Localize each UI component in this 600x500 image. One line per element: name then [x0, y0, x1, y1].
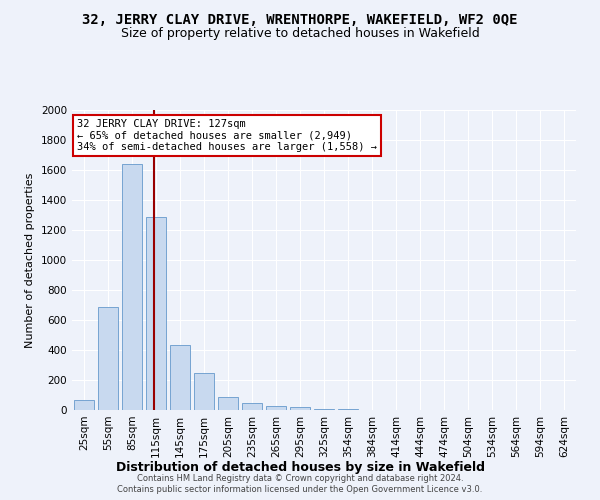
Y-axis label: Number of detached properties: Number of detached properties [25, 172, 35, 348]
Bar [122, 164, 142, 410]
Bar [266, 406, 286, 410]
Text: Size of property relative to detached houses in Wakefield: Size of property relative to detached ho… [121, 28, 479, 40]
Bar [218, 396, 238, 410]
Text: Contains HM Land Registry data © Crown copyright and database right 2024.
Contai: Contains HM Land Registry data © Crown c… [118, 474, 482, 494]
Bar [314, 408, 334, 410]
Bar [74, 400, 94, 410]
Text: 32, JERRY CLAY DRIVE, WRENTHORPE, WAKEFIELD, WF2 0QE: 32, JERRY CLAY DRIVE, WRENTHORPE, WAKEFI… [82, 12, 518, 26]
Bar [146, 217, 166, 410]
Bar [170, 345, 190, 410]
Bar [290, 408, 310, 410]
Bar [338, 409, 358, 410]
Bar [242, 402, 262, 410]
Bar [98, 307, 118, 410]
Bar [194, 372, 214, 410]
Text: 32 JERRY CLAY DRIVE: 127sqm
← 65% of detached houses are smaller (2,949)
34% of : 32 JERRY CLAY DRIVE: 127sqm ← 65% of det… [77, 119, 377, 152]
Text: Distribution of detached houses by size in Wakefield: Distribution of detached houses by size … [115, 461, 485, 474]
